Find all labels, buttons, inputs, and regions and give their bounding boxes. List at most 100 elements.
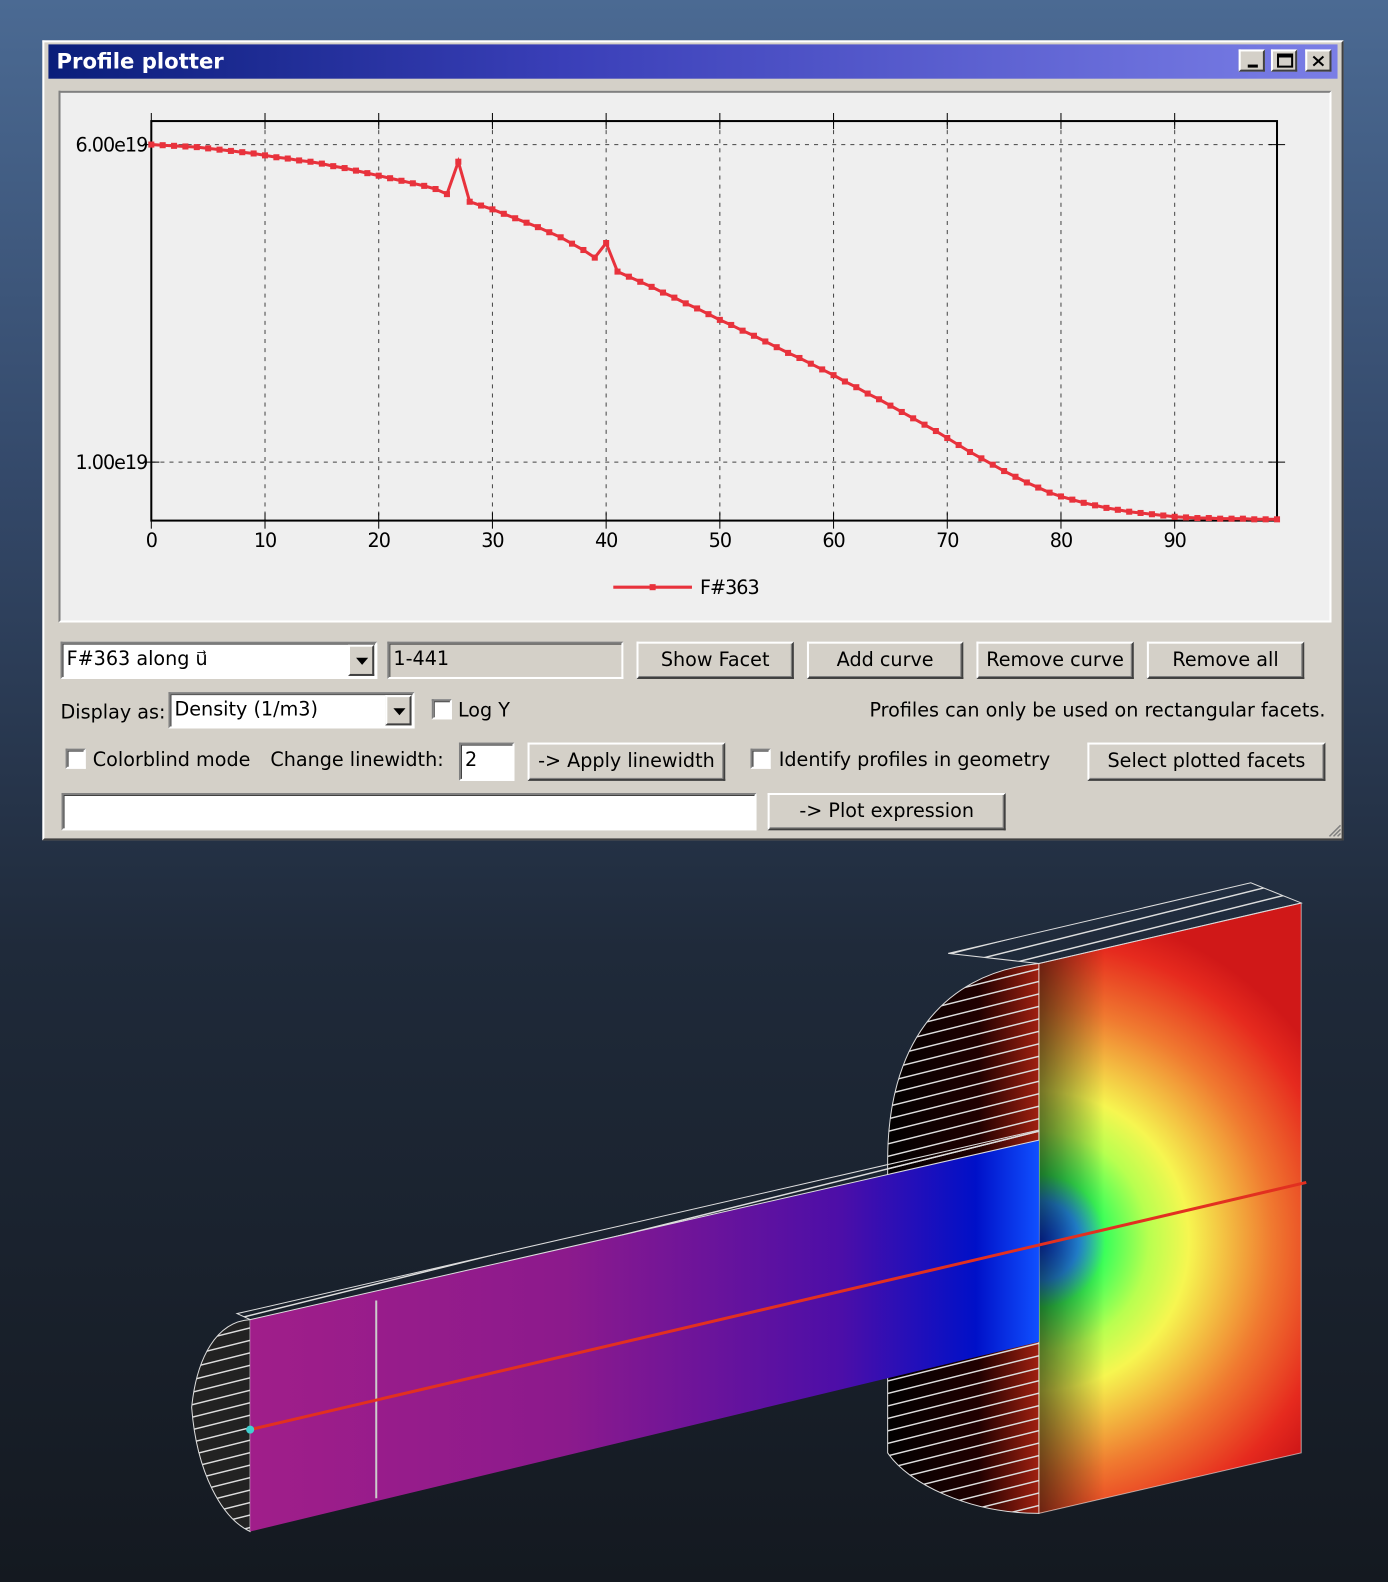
data-point [637,278,644,285]
data-point [887,402,894,409]
data-point [1251,516,1258,523]
data-point [261,152,269,159]
close-button[interactable] [1305,49,1332,72]
select-plotted-button[interactable]: Select plotted facets [1087,742,1326,781]
profile-start [246,1425,255,1434]
plot-expression-button[interactable]: -> Plot expression [767,792,1006,831]
legend-label: F#363 [700,576,759,599]
linewidth-label: Change linewidth: [270,748,444,771]
data-point [659,289,667,296]
window-title: Profile plotter [48,44,1338,79]
data-point [205,145,212,152]
data-point [1103,504,1110,511]
x-tick-label: 70 [936,529,958,552]
plot-panel: 1.00e19 6.00e19 0 10 20 30 40 50 60 70 80 90 F#363 [58,90,1332,623]
data-point [807,360,814,367]
data-point [864,390,871,397]
resize-grip[interactable] [1327,823,1342,837]
data-point [284,155,291,162]
y-tick-label: 1.00e19 [76,451,148,474]
end-face-shade [1038,902,1302,1514]
cap-hatch [191,1319,251,1533]
data-point [307,158,314,165]
tube-top [235,1129,1040,1321]
series-line [151,143,1278,521]
data-point [159,142,166,149]
data-point [523,219,530,226]
data-point [1217,515,1224,522]
data-point [409,180,416,187]
maximize-button[interactable] [1270,49,1298,72]
display-select[interactable]: Density (1/m3) [168,692,415,729]
colorblind-checkbox[interactable] [65,748,86,769]
facet-range-input[interactable]: 1-441 [387,641,624,679]
x-tick-label: 0 [146,529,157,552]
data-point [955,441,962,449]
data-point [341,165,348,172]
data-point [421,182,428,189]
data-point [625,273,632,280]
data-point [819,366,826,373]
data-point [352,167,360,174]
dropdown-arrow[interactable] [348,644,375,676]
data-point [1273,516,1281,523]
data-point [1114,506,1121,513]
y-tick-label: 6.00e19 [76,134,148,157]
data-point [932,428,939,435]
linewidth-input[interactable]: 2 [458,742,515,781]
data-point [489,206,496,213]
data-point [910,415,917,422]
top-rim [948,882,1303,965]
geometry-view [191,882,1307,1533]
data-point [989,461,996,468]
x-tick-label: 10 [254,529,276,552]
close-icon [1312,55,1325,67]
data-point [568,240,576,247]
add-curve-button[interactable]: Add curve [806,641,964,679]
x-tick-label: 20 [368,529,390,552]
dropdown-arrow[interactable] [385,695,412,726]
data-point [148,141,155,148]
data-point [591,254,598,261]
apply-linewidth-button[interactable]: -> Apply linewidth [527,742,726,781]
data-point [580,246,587,254]
expression-input[interactable] [61,792,757,831]
data-point [1001,468,1008,475]
data-point [387,175,394,182]
minimize-button[interactable] [1238,49,1265,72]
data-point [466,198,473,205]
data-point [432,186,439,193]
data-point [1148,511,1155,518]
display-as-label: Display as: [60,701,166,724]
data-point [785,349,792,356]
data-point [318,160,325,167]
data-point [1046,489,1053,496]
identify-checkbox[interactable] [750,748,771,769]
data-point [171,142,178,149]
data-point [716,316,723,323]
data-point [296,157,303,164]
profile-select-text: F#363 along u⃗ [66,647,208,670]
remove-curve-button[interactable]: Remove curve [976,641,1134,679]
log-y-checkbox[interactable] [431,699,452,720]
data-point [705,311,712,318]
data-point [921,421,928,428]
data-point [273,154,280,161]
profile-select[interactable]: F#363 along u⃗ [60,641,378,679]
x-tick-label: 40 [595,529,617,552]
colorblind-label: Colorblind mode [92,748,251,771]
profile-line [249,1180,1307,1432]
data-point [1194,515,1201,522]
remove-all-button[interactable]: Remove all [1146,641,1305,679]
show-facet-button[interactable]: Show Facet [636,641,794,679]
data-point [398,177,405,184]
data-point [762,338,769,345]
data-point [546,229,553,236]
data-point [455,158,462,165]
data-point [193,144,200,151]
data-point [1228,515,1235,522]
data-point [841,378,848,385]
data-point [694,305,701,312]
data-point [853,384,860,391]
data-point [216,146,223,153]
